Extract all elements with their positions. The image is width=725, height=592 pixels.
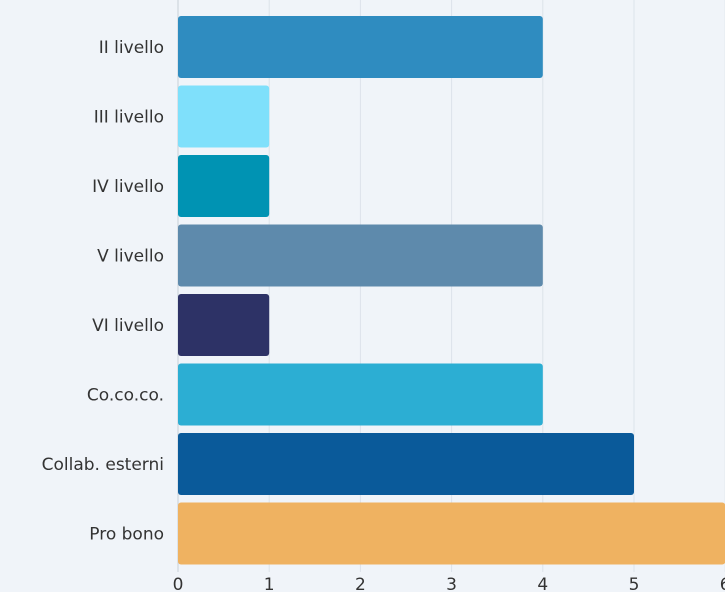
category-label-collab-esterni: Collab. esterni [42,455,164,475]
bar-vi-livello[interactable] [178,294,270,356]
category-label-iv-livello: IV livello [92,177,164,197]
category-label-ii-livello: II livello [99,38,164,58]
bar-pro-bono[interactable] [178,502,725,565]
x-tick-labels: 0 1 2 3 4 5 6 [173,575,725,592]
x-tick-label-1: 1 [264,575,275,592]
category-label-co-co-co: Co.co.co. [87,386,164,406]
bar-co-co-co[interactable] [178,363,543,426]
bar-iv-livello[interactable] [178,155,270,217]
bars [178,16,725,565]
x-tick-label-0: 0 [173,575,184,592]
category-label-v-livello: V livello [97,247,164,267]
bar-ii-livello[interactable] [178,16,543,78]
x-tick-label-2: 2 [355,575,366,592]
bar-v-livello[interactable] [178,224,543,287]
category-label-pro-bono: Pro bono [89,525,164,545]
x-tick-label-6: 6 [720,575,725,592]
category-labels: II livello III livello IV livello V livello… [42,38,164,545]
category-label-vi-livello: VI livello [92,316,164,336]
x-tick-label-4: 4 [537,575,548,592]
x-tick-label-3: 3 [446,575,457,592]
bar-iii-livello[interactable] [178,85,270,148]
category-label-iii-livello: III livello [94,108,164,128]
bar-collab-esterni[interactable] [178,433,634,495]
x-tick-label-5: 5 [629,575,640,592]
